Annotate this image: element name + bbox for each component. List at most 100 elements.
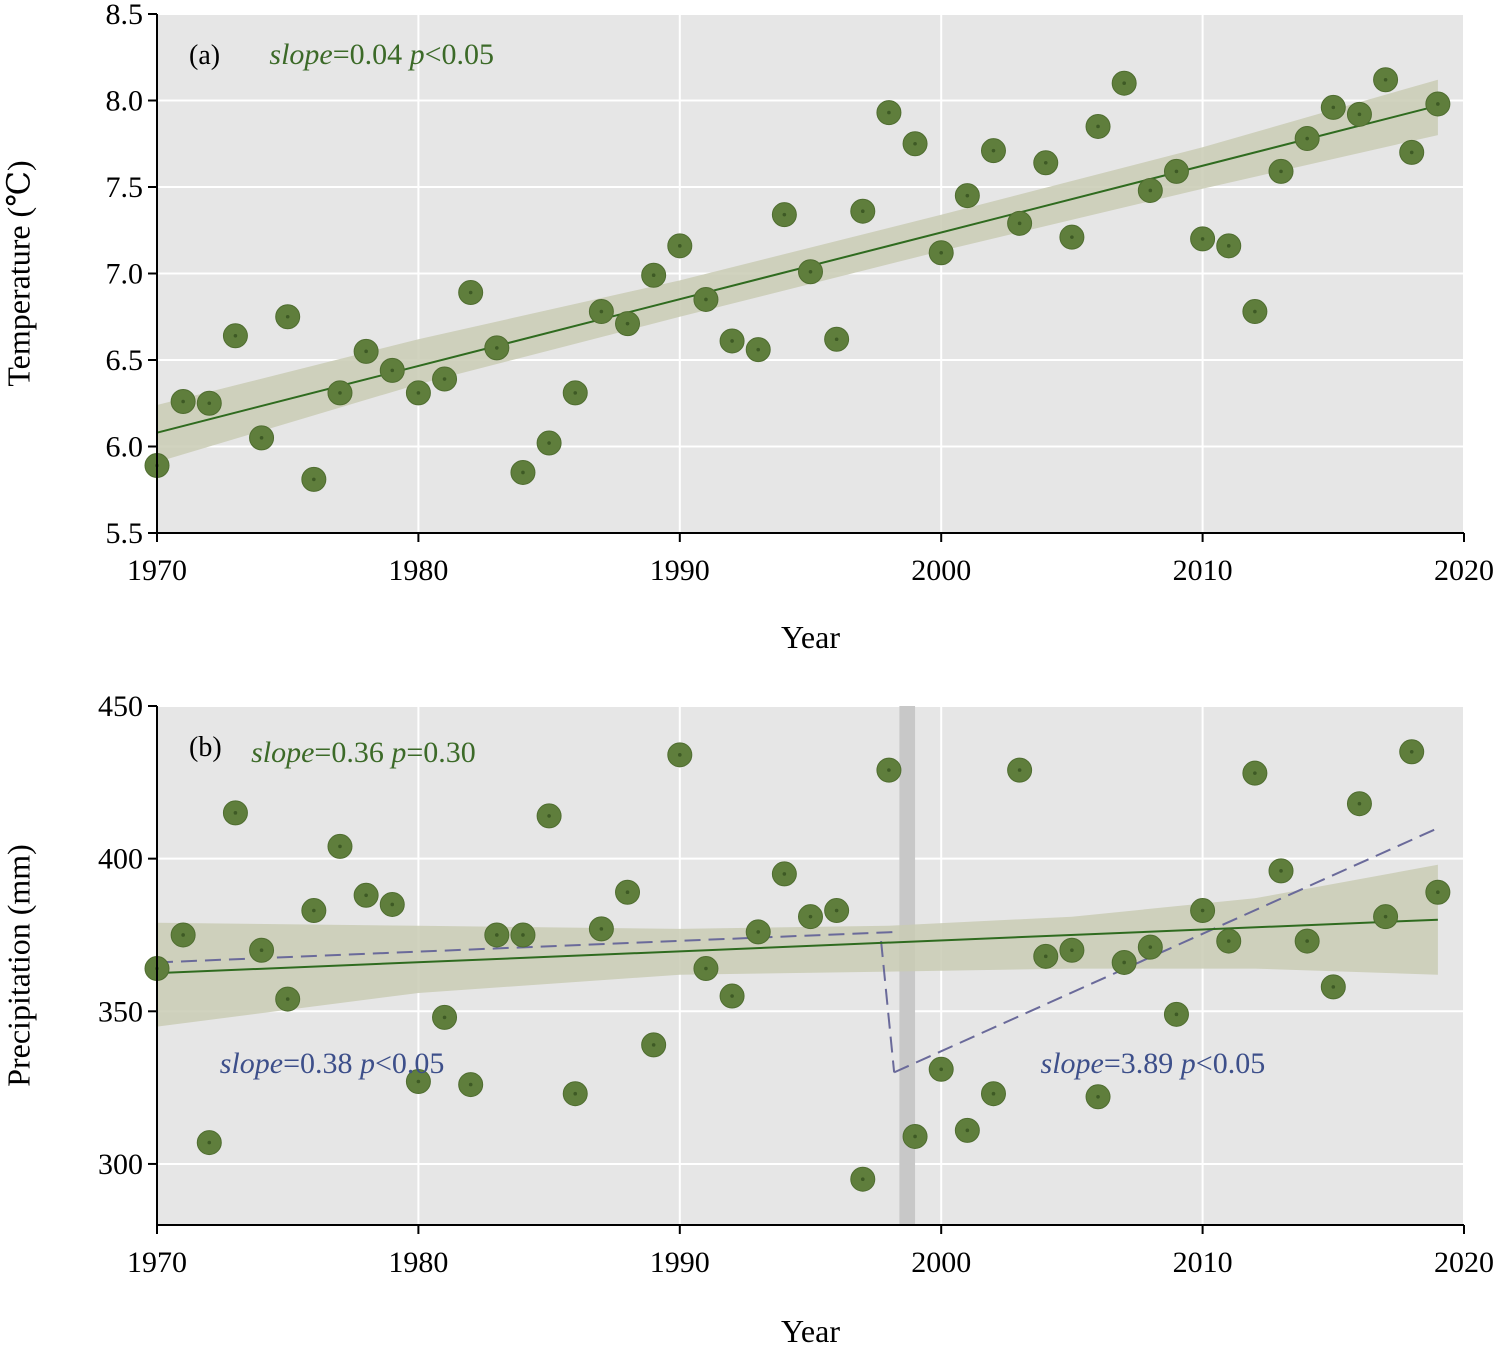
data-point (536, 430, 562, 456)
data-point (876, 100, 902, 126)
x-tick-label: 1970 (127, 554, 187, 587)
data-point-center (913, 141, 917, 146)
data-point-center (1148, 945, 1153, 949)
data-point (1085, 1084, 1111, 1110)
data-point (379, 357, 405, 383)
data-point (1216, 233, 1242, 259)
annotation-1: slope=0.36 p=0.30 (251, 736, 476, 769)
data-point-center (1148, 188, 1153, 193)
annotation-1: slope=0.04 p<0.05 (269, 38, 494, 71)
data-point-center (1253, 309, 1257, 314)
data-point-center (285, 314, 290, 319)
data-point-center (704, 297, 708, 302)
data-point-center (1383, 77, 1388, 82)
data-point (432, 366, 458, 392)
data-point (745, 919, 771, 945)
data-point (432, 1004, 458, 1030)
data-point (1320, 94, 1346, 120)
panel-b-precipitation-chart: 1970 1980 1990 2000 2010 2020 300 350 400 450 Year… (0, 690, 1494, 1345)
data-point (484, 335, 510, 361)
data-point-center (364, 893, 368, 898)
data-point-center (233, 811, 238, 815)
data-point (1059, 224, 1085, 250)
data-point (170, 389, 196, 415)
data-point-center (678, 753, 682, 757)
data-point (405, 1069, 431, 1095)
data-point-center (756, 930, 761, 934)
data-point-center (1200, 908, 1205, 913)
data-point-center (1279, 869, 1283, 873)
data-point (275, 986, 301, 1012)
data-point-center (1096, 124, 1100, 129)
data-point-center (181, 399, 185, 404)
data-point-center (625, 321, 630, 326)
data-point-center (730, 994, 734, 998)
data-point (484, 922, 510, 948)
data-point (353, 882, 379, 908)
data-point (1137, 177, 1163, 203)
x-tick-label: 1970 (127, 1246, 187, 1279)
data-point (510, 459, 536, 485)
data-point (667, 742, 693, 768)
data-point-center (468, 290, 473, 295)
data-point (536, 803, 562, 829)
data-point (1242, 760, 1268, 786)
data-point (1111, 70, 1137, 96)
data-point (1111, 949, 1137, 975)
data-point-center (678, 244, 682, 248)
data-point-center (285, 997, 290, 1001)
data-point (615, 879, 641, 905)
data-point-center (834, 337, 839, 342)
y-tick-label: 400 (98, 843, 143, 876)
data-point (641, 262, 667, 288)
panel-a-temperature-chart: 1970 1980 1990 2000 2010 2020 5.5 6.0 6.5 7.0 7.5 8… (0, 0, 1494, 655)
y-axis-title: Temperature (℃) (0, 160, 36, 386)
data-point (196, 390, 222, 416)
data-point (1033, 943, 1059, 969)
annotation-2: slope=0.38 p<0.05 (220, 1047, 445, 1080)
data-point-center (939, 1067, 943, 1072)
y-tick-label: 350 (98, 995, 143, 1028)
data-point-center (625, 890, 630, 895)
data-point-center (312, 477, 316, 482)
y-axis-title: Precipitation (mm) (0, 844, 36, 1087)
trend-line (156, 104, 1439, 434)
data-point-center (704, 966, 708, 971)
x-axis-title: Year (781, 1313, 840, 1345)
y-tick-label: 6.5 (106, 344, 144, 377)
data-point (850, 1166, 876, 1192)
data-point-center (1122, 81, 1126, 85)
data-point-center (1357, 801, 1362, 806)
x-tick-label: 2010 (1173, 1246, 1233, 1279)
data-point (353, 338, 379, 364)
x-tick-label: 1980 (388, 554, 448, 587)
data-point (1190, 226, 1216, 252)
data-point-center (1305, 136, 1309, 141)
data-point-center (599, 927, 604, 931)
data-point (1033, 150, 1059, 176)
data-point (222, 800, 248, 826)
data-point-center (991, 148, 996, 153)
data-point (1373, 904, 1399, 930)
data-point (249, 937, 275, 963)
data-point (824, 898, 850, 924)
data-point-center (887, 768, 891, 772)
x-tick-label: 2000 (911, 1246, 971, 1279)
data-point (798, 904, 823, 930)
data-point (1059, 937, 1085, 963)
x-tick-label: 2020 (1434, 554, 1494, 587)
confidence-band (157, 79, 1438, 463)
segment-line-1 (156, 930, 897, 964)
data-point (954, 183, 980, 209)
data-point-center (730, 339, 734, 343)
data-point-center (312, 908, 316, 913)
data-point (1137, 934, 1163, 960)
data-point-center (599, 309, 604, 314)
data-point-center (259, 436, 264, 440)
panel-label: (b) (189, 732, 222, 763)
data-point-center (1096, 1094, 1100, 1099)
data-point (249, 425, 275, 451)
data-point (980, 138, 1006, 164)
data-point-center (808, 269, 813, 274)
data-point (771, 861, 797, 887)
